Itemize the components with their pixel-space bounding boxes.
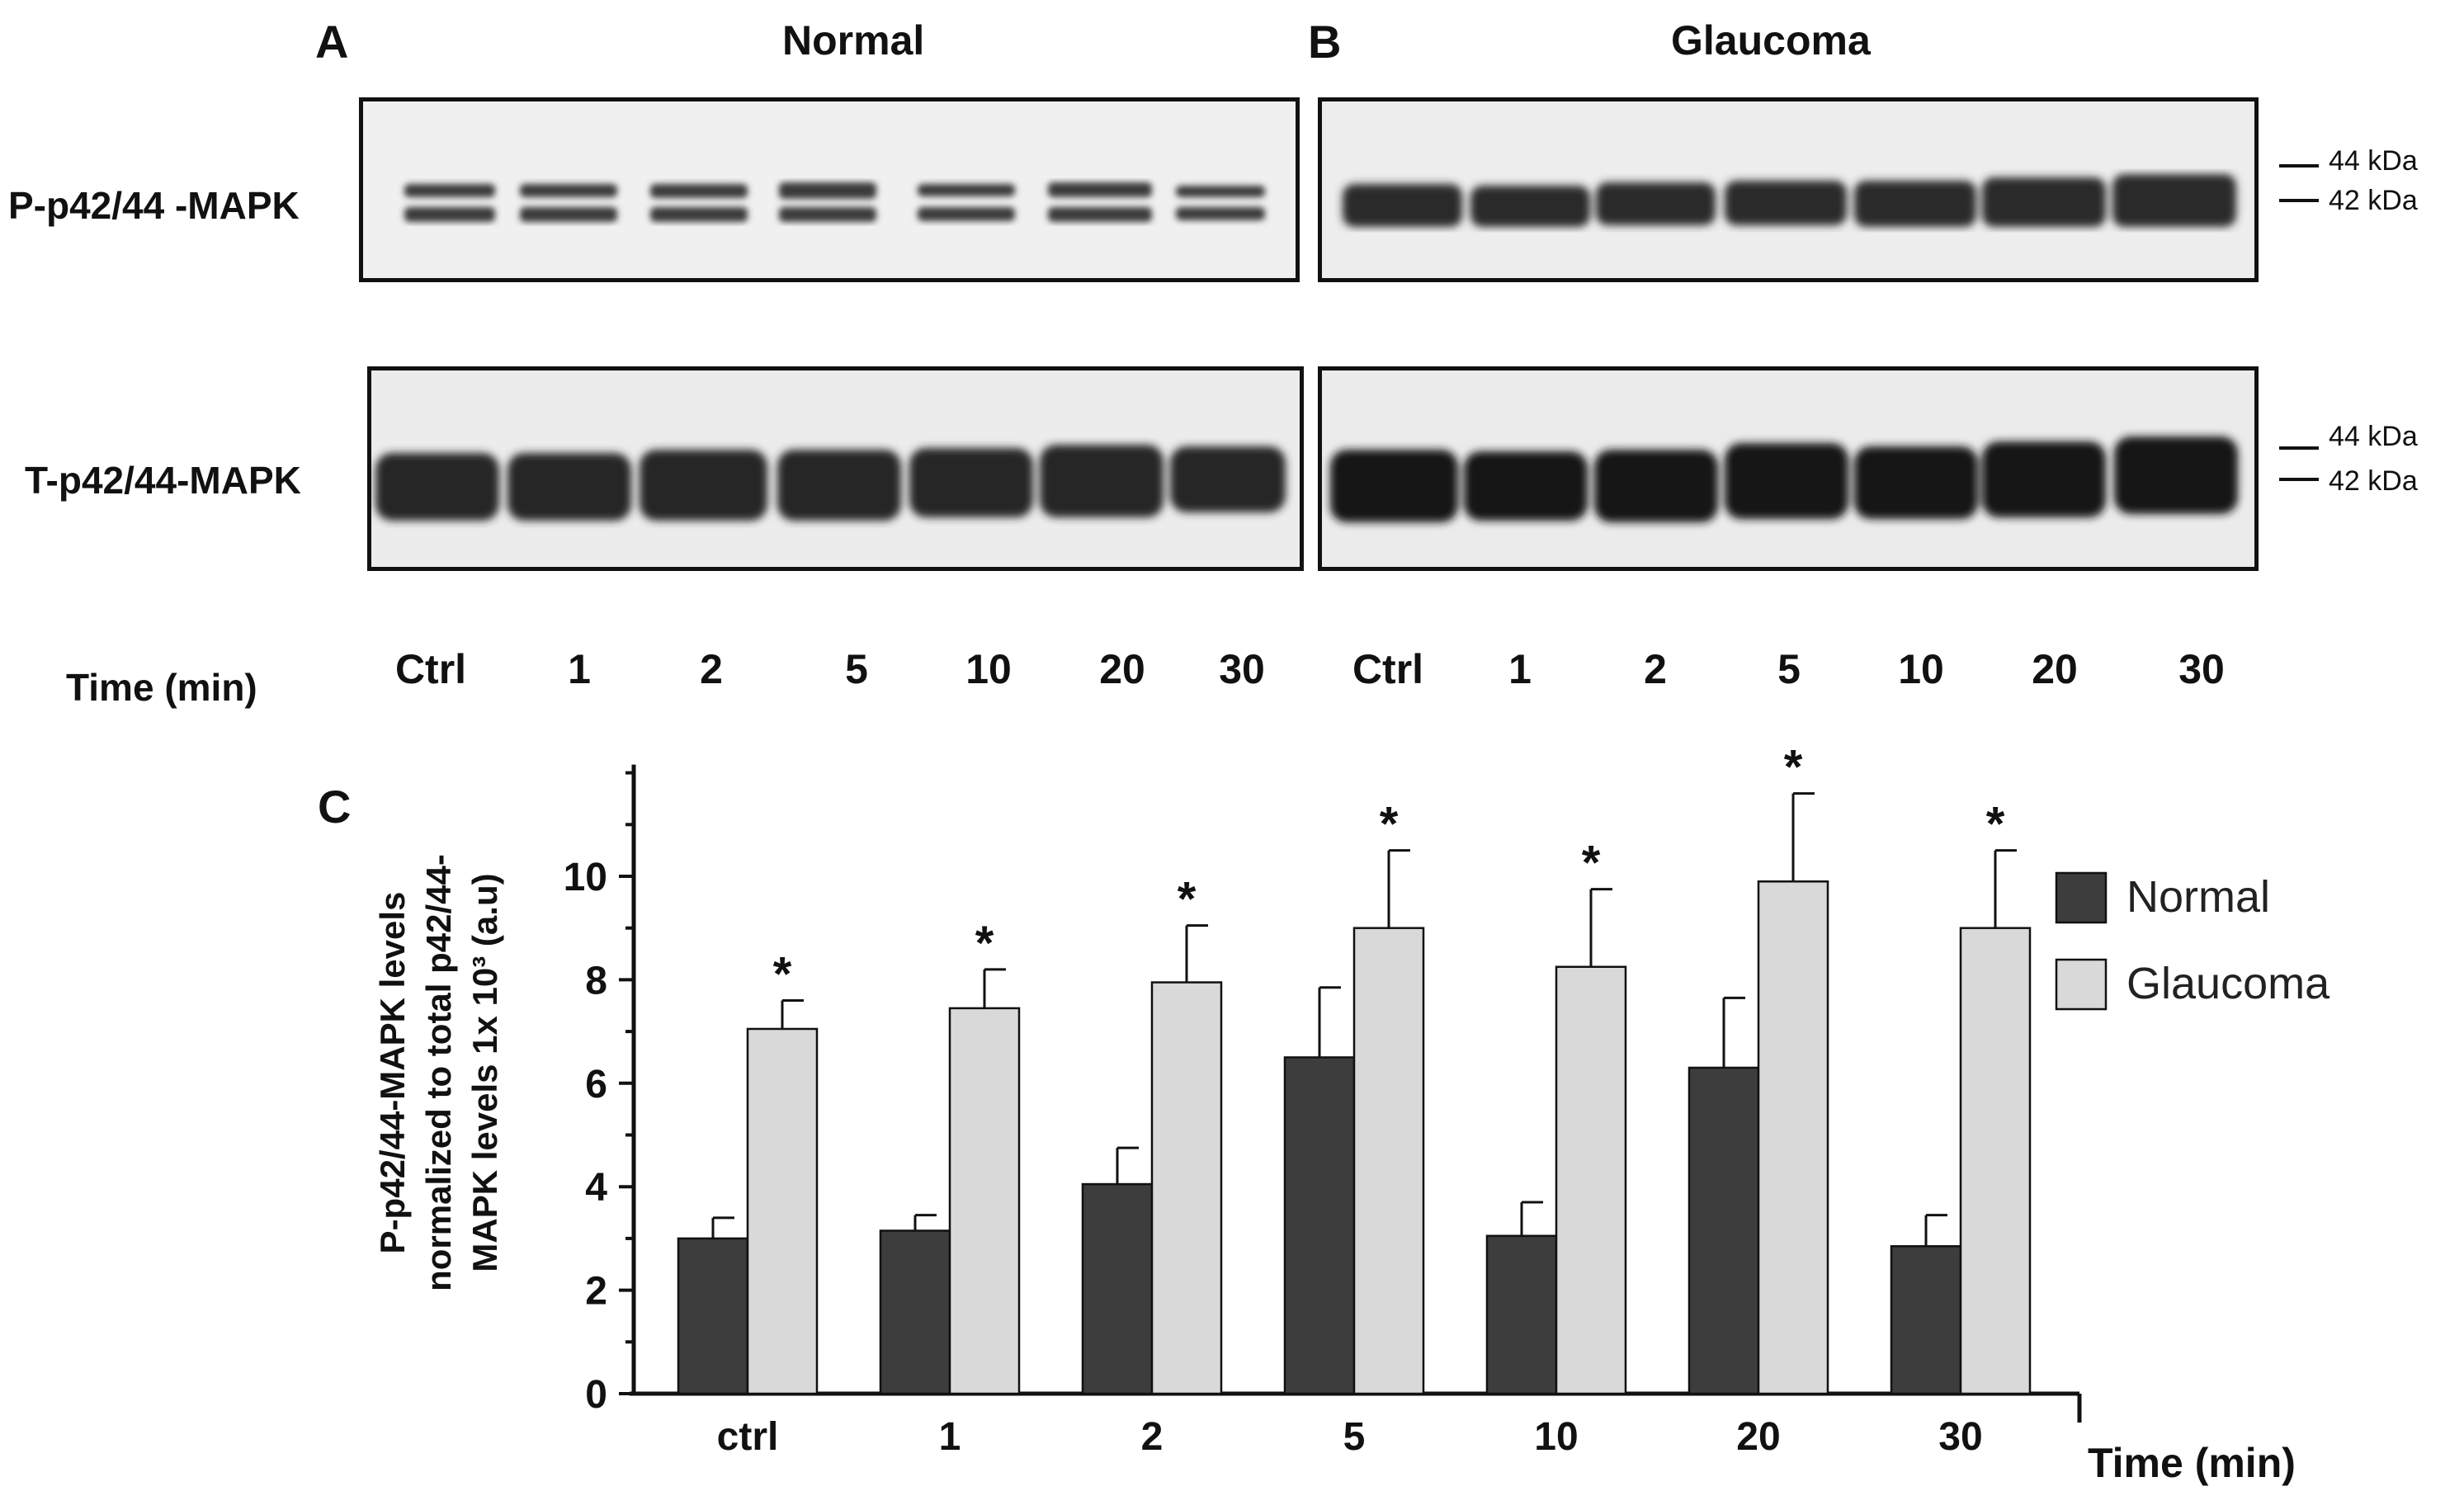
x-tick-label: 2 <box>1141 1415 1164 1459</box>
panel-letter-b: B <box>1308 16 1342 68</box>
significance-star: * <box>975 917 994 970</box>
y-axis-label-line: normalized to total p42/44- <box>419 854 458 1291</box>
y-tick-label: 2 <box>585 1270 607 1314</box>
normal-lane-30: 30 <box>1219 646 1265 692</box>
normal-lane-10: 10 <box>965 646 1012 692</box>
bar-glaucoma <box>1757 880 1829 1395</box>
glaucoma-lane-2: 2 <box>1644 646 1667 692</box>
bar-normal <box>1283 1056 1356 1395</box>
bar-normal <box>1890 1245 1962 1395</box>
glaucoma-lane-30: 30 <box>2178 646 2225 692</box>
kda-label-44-top: 44 kDa <box>2329 145 2418 177</box>
significance-star: * <box>1582 837 1601 890</box>
blot-total-normal <box>367 366 1304 571</box>
bar-glaucoma <box>746 1027 819 1395</box>
normal-title: Normal <box>782 17 925 64</box>
bar-normal <box>1081 1182 1154 1395</box>
legend-swatch-glaucoma <box>2055 958 2108 1011</box>
bar-glaucoma <box>1555 965 1627 1395</box>
kda-label-44-bottom: 44 kDa <box>2329 421 2418 452</box>
glaucoma-lane-10: 10 <box>1898 646 1944 692</box>
significance-star: * <box>773 947 792 1001</box>
kda-label-42-top: 42 kDa <box>2329 185 2418 216</box>
glaucoma-lane-ctrl: Ctrl <box>1352 646 1424 692</box>
bar-normal <box>1485 1234 1558 1395</box>
time-label: Time (min) <box>66 666 257 709</box>
bar-normal <box>677 1237 749 1395</box>
blot-total-glaucoma <box>1318 366 2259 571</box>
x-tick-label: 1 <box>939 1415 961 1459</box>
normal-lane-20: 20 <box>1099 646 1145 692</box>
bar-glaucoma <box>1959 927 2032 1395</box>
y-tick-label: 6 <box>585 1063 607 1107</box>
x-tick-label: ctrl <box>717 1415 779 1459</box>
legend-label-glaucoma: Glaucoma <box>2126 959 2330 1008</box>
significance-star: * <box>1986 798 2005 852</box>
glaucoma-lane-5: 5 <box>1777 646 1801 692</box>
kda-tick-44-bottom <box>2279 446 2319 450</box>
normal-lane-1: 1 <box>568 646 591 692</box>
y-axis-label-line: P-p42/44-MAPK levels <box>373 892 412 1254</box>
significance-star: * <box>1380 798 1399 852</box>
glaucoma-lane-20: 20 <box>2032 646 2078 692</box>
y-tick-label: 8 <box>585 959 607 1003</box>
legend-swatch-normal <box>2055 871 2108 924</box>
panel-letter-a: A <box>315 16 349 68</box>
bar-normal <box>879 1229 951 1395</box>
kda-label-42-bottom: 42 kDa <box>2329 465 2418 497</box>
bar-glaucoma <box>948 1007 1021 1395</box>
x-tick-label: 30 <box>1938 1415 1982 1459</box>
blot-phospho-glaucoma <box>1318 97 2259 282</box>
bar-normal <box>1688 1066 1760 1395</box>
blot-phospho-normal <box>359 97 1300 282</box>
total-row-label: T-p42/44-MAPK <box>25 459 301 502</box>
bar-glaucoma <box>1352 927 1425 1395</box>
kda-tick-42-top <box>2279 199 2319 202</box>
y-tick-label: 10 <box>564 856 607 899</box>
significance-star: * <box>1784 741 1803 795</box>
legend-label-normal: Normal <box>2126 872 2270 922</box>
x-tick-label: 5 <box>1343 1415 1366 1459</box>
kda-tick-44-top <box>2279 164 2319 168</box>
x-tick-label: 10 <box>1534 1415 1578 1459</box>
significance-star: * <box>1178 873 1197 927</box>
y-axis-label-line: MAPK levels 1x 10³ (a.u) <box>465 873 504 1272</box>
y-tick-label: 4 <box>585 1166 607 1210</box>
x-axis-label: Time (min) <box>2088 1440 2296 1486</box>
panel-letter-c: C <box>318 781 352 833</box>
glaucoma-lane-1: 1 <box>1508 646 1532 692</box>
normal-lane-ctrl: Ctrl <box>394 646 467 692</box>
x-tick-label: 20 <box>1736 1415 1780 1459</box>
phospho-row-label: P-p42/44 -MAPK <box>8 184 300 227</box>
y-tick-label: 0 <box>585 1373 607 1417</box>
glaucoma-title: Glaucoma <box>1671 17 1871 64</box>
bar-glaucoma <box>1150 981 1223 1395</box>
kda-tick-42-bottom <box>2279 478 2319 481</box>
normal-lane-2: 2 <box>700 646 723 692</box>
normal-lane-5: 5 <box>845 646 868 692</box>
